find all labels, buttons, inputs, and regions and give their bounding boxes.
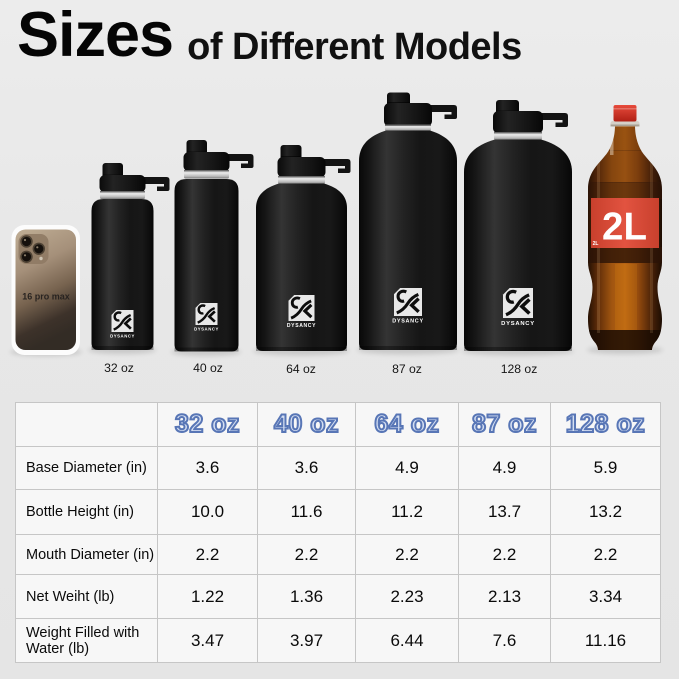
svg-text:16 pro max: 16 pro max [22, 292, 70, 302]
svg-text:2L: 2L [602, 206, 647, 249]
svg-text:2L: 2L [593, 241, 599, 247]
